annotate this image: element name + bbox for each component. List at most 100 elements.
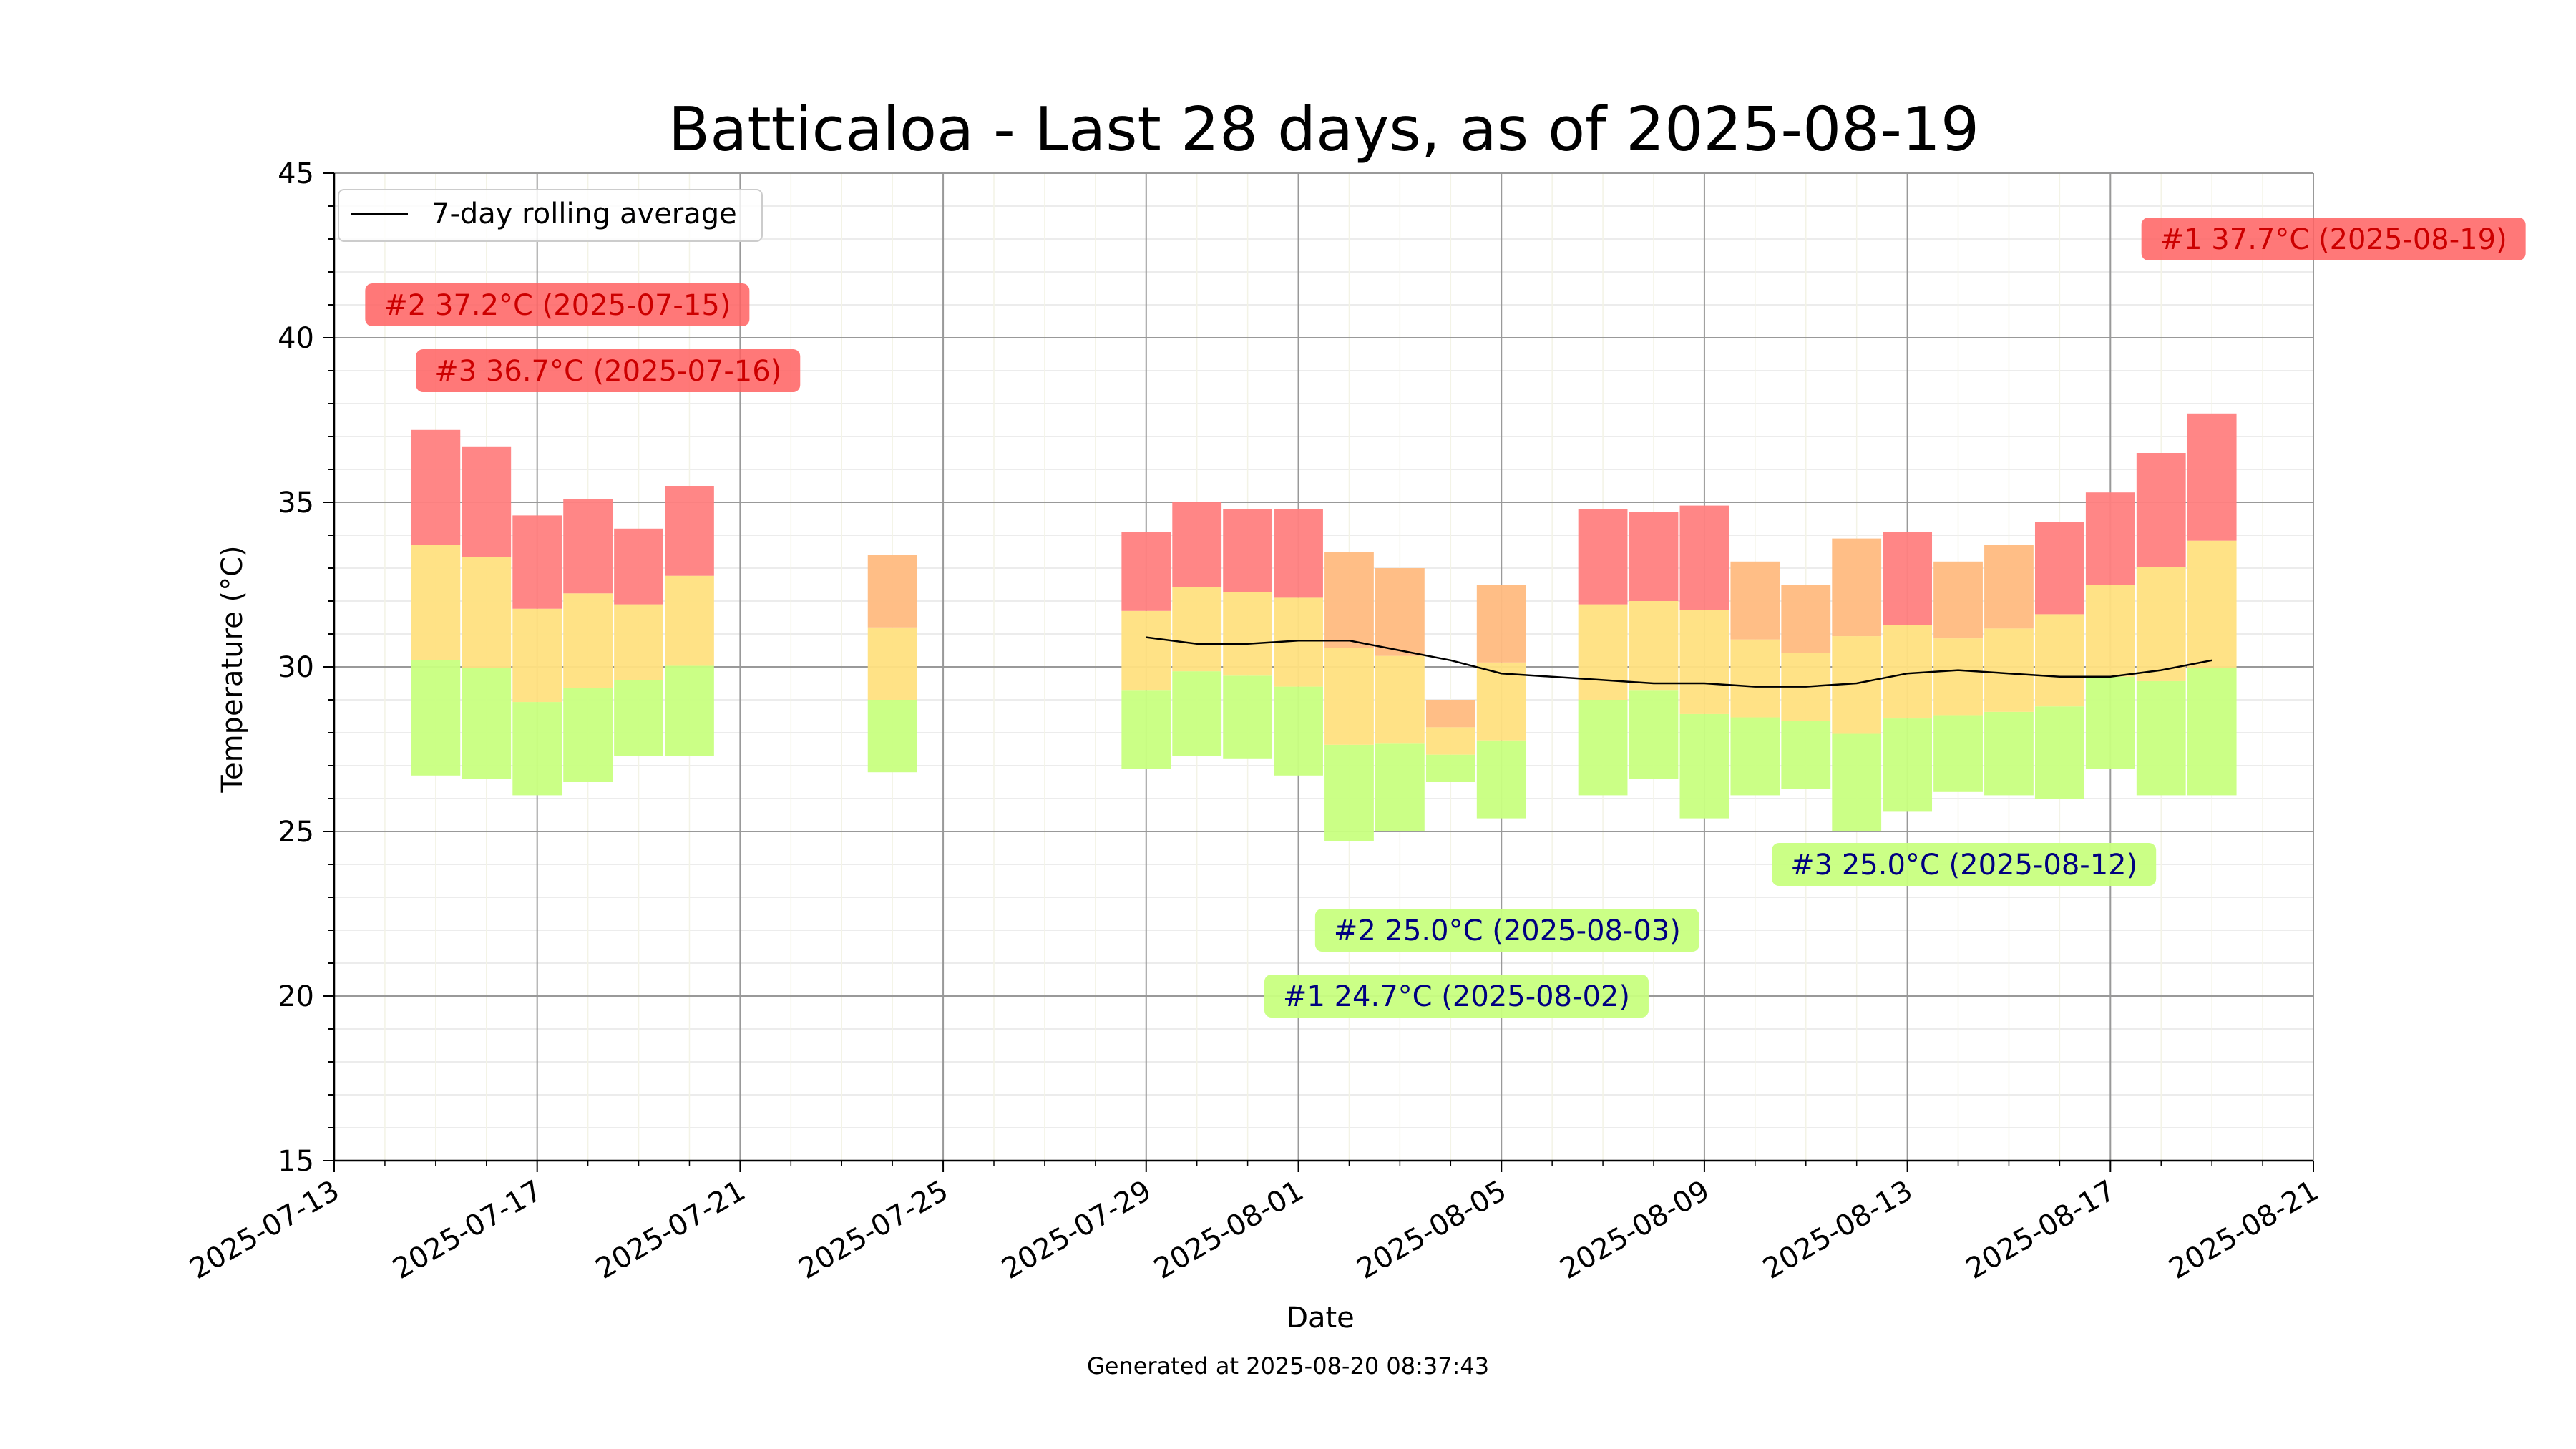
- temperature-bar-segment: [1984, 545, 2034, 629]
- y-axis-label: Temperature (°C): [216, 545, 249, 793]
- record-annotations: #2 37.2°C (2025-07-15) #3 36.7°C (2025-07…: [365, 218, 2526, 1018]
- temperature-bar-segment: [867, 555, 917, 628]
- temperature-bar-segment: [512, 515, 562, 609]
- temperature-bar-segment: [1730, 639, 1780, 718]
- temperature-bar-segment: [1933, 638, 1983, 716]
- temperature-bar-segment: [1476, 740, 1526, 819]
- temperature-bar-segment: [1121, 532, 1171, 611]
- temperature-bars: [411, 413, 2237, 841]
- temperature-bar-segment: [462, 668, 512, 779]
- temperature-bar-segment: [1425, 727, 1475, 755]
- temperature-bar-segment: [1781, 721, 1831, 789]
- annotation-box: [1264, 975, 1649, 1018]
- temperature-bar-segment: [1578, 604, 1628, 700]
- temperature-bar-segment: [2187, 668, 2237, 796]
- annotation-label: #1 37.7°C (2025-08-19): [2160, 223, 2507, 256]
- temperature-bar-segment: [1933, 715, 1983, 792]
- temperature-bar-segment: [1984, 628, 2034, 712]
- temperature-bar-segment: [2136, 567, 2186, 681]
- rolling-average-line: [1146, 636, 2212, 688]
- annotation-label: #3 36.7°C (2025-07-16): [434, 355, 781, 388]
- temperature-bar-segment: [1223, 675, 1273, 759]
- legend-box: [338, 189, 763, 242]
- annotation-box: [2141, 218, 2526, 260]
- legend-entry: 7-day rolling average: [431, 197, 737, 230]
- temperature-bar-segment: [2136, 453, 2186, 567]
- footer-generated-at: Generated at 2025-08-20 08:37:43: [1087, 1352, 1489, 1380]
- temperature-bar-segment: [867, 700, 917, 773]
- annotation-box: [1772, 843, 2157, 886]
- temperature-bar-segment: [1476, 585, 1526, 663]
- temperature-bar-segment: [2085, 585, 2135, 677]
- temperature-bar-segment: [1425, 700, 1475, 728]
- temperature-bar-segment: [1324, 744, 1374, 841]
- temperature-bar-segment: [512, 702, 562, 796]
- temperature-bar-segment: [1324, 552, 1374, 648]
- temperature-bar-segment: [665, 486, 714, 576]
- rolling-average: [1146, 636, 2212, 688]
- temperature-bar-segment: [1476, 662, 1526, 741]
- temperature-bar-segment: [411, 429, 461, 545]
- annotation-box: [365, 283, 750, 326]
- temperature-bar-segment: [462, 446, 512, 557]
- temperature-bar-segment: [512, 608, 562, 703]
- temperature-bar-segment: [1274, 686, 1323, 776]
- annotation-label: #3 25.0°C (2025-08-12): [1790, 849, 2137, 882]
- temperature-bar-segment: [1832, 538, 1882, 637]
- temperature-bar-segment: [462, 557, 512, 668]
- temperature-bar-segment: [1578, 700, 1628, 796]
- temperature-bar-segment: [1629, 601, 1679, 691]
- annotation-box: [1314, 909, 1699, 952]
- temperature-bar-segment: [1832, 733, 1882, 831]
- y-tick-label: 45: [278, 157, 314, 190]
- annotation-label: #1 24.7°C (2025-08-02): [1283, 980, 1630, 1013]
- temperature-bar-segment: [411, 660, 461, 776]
- y-tick-label: 25: [278, 816, 314, 849]
- temperature-bar-segment: [1425, 754, 1475, 782]
- temperature-bar-segment: [1679, 505, 1729, 610]
- temperature-bar-segment: [1121, 610, 1171, 691]
- temperature-bar-segment: [2187, 540, 2237, 668]
- temperature-bar-segment: [563, 688, 613, 782]
- temperature-bar-segment: [1730, 561, 1780, 640]
- temperature-bar-segment: [1172, 671, 1222, 756]
- temperature-bar-segment: [2085, 492, 2135, 585]
- temperature-bar-segment: [2034, 614, 2084, 707]
- temperature-bar-segment: [563, 499, 613, 594]
- temperature-bar-segment: [1781, 585, 1831, 653]
- temperature-bar-segment: [1324, 648, 1374, 745]
- temperature-bar-segment: [2136, 680, 2186, 796]
- temperature-bar-segment: [1121, 690, 1171, 769]
- temperature-bar-segment: [2085, 676, 2135, 769]
- temperature-bar-segment: [1223, 592, 1273, 676]
- temperature-bar-segment: [1172, 502, 1222, 587]
- temperature-bar-segment: [1375, 568, 1425, 656]
- temperature-bar-segment: [411, 545, 461, 660]
- y-tick-label: 40: [278, 322, 314, 355]
- temperature-bar-segment: [1679, 610, 1729, 714]
- temperature-bar-segment: [1730, 717, 1780, 796]
- temperature-bar-segment: [2034, 522, 2084, 615]
- temperature-bar-segment: [2187, 413, 2237, 541]
- temperature-bar-segment: [665, 665, 714, 756]
- temperature-bar-segment: [1933, 561, 1983, 639]
- temperature-bar-segment: [1172, 587, 1222, 672]
- temperature-bar-segment: [1883, 718, 1933, 812]
- temperature-bar-segment: [1883, 532, 1933, 625]
- temperature-bar-segment: [614, 680, 663, 756]
- temperature-bar-segment: [665, 575, 714, 666]
- temperature-bar-segment: [1223, 509, 1273, 592]
- temperature-bar-segment: [1984, 711, 2034, 796]
- temperature-bar-segment: [614, 528, 663, 605]
- annotation-label: #2 25.0°C (2025-08-03): [1334, 914, 1681, 947]
- temperature-bar-segment: [1629, 512, 1679, 601]
- chart-title: Batticaloa - Last 28 days, as of 2025-08…: [668, 94, 1979, 165]
- temperature-bar-segment: [867, 627, 917, 700]
- x-axis-label: Date: [1286, 1302, 1355, 1335]
- annotation-box: [416, 349, 801, 392]
- y-tick-label: 15: [278, 1145, 314, 1178]
- y-tick-label: 30: [278, 651, 314, 684]
- temperature-bar-segment: [614, 604, 663, 680]
- temperature-bar-segment: [1375, 743, 1425, 831]
